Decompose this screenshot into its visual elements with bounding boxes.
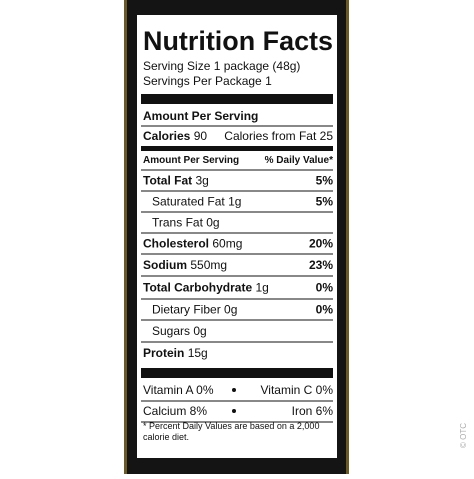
nutrient-name: Sugars bbox=[152, 324, 190, 338]
vitamin-right: Vitamin C 0% bbox=[261, 383, 334, 397]
daily-value: 0% bbox=[316, 281, 334, 295]
nutrient-amount: 60mg bbox=[212, 237, 242, 251]
nutrient-name: Cholesterol bbox=[143, 237, 209, 251]
nutrient-rows: Total Fat 3g 5% Saturated Fat 1g 5% Trans Fa… bbox=[141, 174, 334, 360]
nutrient-row: Dietary Fiber 0g bbox=[152, 303, 237, 317]
vitamin-rows: Vitamin A 0% Vitamin C 0% Calcium 8% Iron 6… bbox=[141, 383, 334, 423]
vitamin-left: Vitamin A 0% bbox=[143, 383, 214, 397]
nutrient-row: Sodium 550mg bbox=[143, 258, 227, 272]
nutrient-amount: 15g bbox=[188, 346, 208, 360]
daily-value: 5% bbox=[316, 174, 334, 188]
nutrient-amount: 1g bbox=[228, 195, 241, 209]
nutrient-row: Cholesterol 60mg bbox=[143, 237, 242, 251]
nutrient-row: Sugars 0g bbox=[152, 324, 207, 338]
nutrient-amount: 0g bbox=[206, 216, 219, 230]
nutrient-amount: 0g bbox=[224, 303, 237, 317]
subheader-right: % Daily Value* bbox=[265, 155, 333, 166]
thick-rule bbox=[141, 94, 333, 104]
thick-rule bbox=[141, 368, 333, 378]
medium-rule bbox=[141, 146, 333, 151]
calories-from-fat: Calories from Fat 25 bbox=[224, 129, 333, 143]
amount-per-serving: Amount Per Serving bbox=[143, 109, 258, 123]
daily-value: 0% bbox=[316, 303, 334, 317]
calories-amount: 90 bbox=[194, 129, 208, 143]
servings-per: Servings Per Package 1 bbox=[143, 74, 272, 88]
calories: Calories 90 bbox=[143, 129, 207, 143]
nutrient-name: Sodium bbox=[143, 258, 187, 272]
vitamin-right: Iron 6% bbox=[292, 404, 334, 418]
nutrient-row: Total Carbohydrate 1g bbox=[143, 281, 269, 295]
nutrient-row: Saturated Fat 1g bbox=[152, 195, 241, 209]
watermark: © OTC bbox=[459, 423, 468, 448]
nutrient-row: Trans Fat 0g bbox=[152, 216, 220, 230]
footnote-line: * Percent Daily Values are based on a 2,… bbox=[143, 421, 319, 431]
nutrient-amount: 3g bbox=[195, 174, 208, 188]
nutrient-row: Total Fat 3g bbox=[143, 174, 209, 188]
nutrient-amount: 0g bbox=[193, 324, 206, 338]
nutrient-amount: 1g bbox=[255, 281, 268, 295]
nutrient-amount: 550mg bbox=[190, 258, 227, 272]
daily-value: 5% bbox=[316, 195, 334, 209]
vitamin-left: Calcium 8% bbox=[143, 404, 207, 418]
title: Nutrition Facts bbox=[143, 26, 333, 56]
subheader-left: Amount Per Serving bbox=[143, 155, 239, 166]
nutrient-name: Dietary Fiber bbox=[152, 303, 221, 317]
nutrient-name: Protein bbox=[143, 346, 184, 360]
nutrient-name: Total Carbohydrate bbox=[143, 281, 252, 295]
calories-name: Calories bbox=[143, 129, 191, 143]
bullet bbox=[232, 388, 236, 392]
nutrient-name: Total Fat bbox=[143, 174, 192, 188]
serving-size: Serving Size 1 package (48g) bbox=[143, 59, 300, 73]
bullet bbox=[232, 409, 236, 413]
footnote-line: calorie diet. bbox=[143, 432, 189, 442]
nutrient-name: Saturated Fat bbox=[152, 195, 225, 209]
daily-value: 20% bbox=[309, 237, 333, 251]
nutrient-name: Trans Fat bbox=[152, 216, 204, 230]
nutrient-row: Protein 15g bbox=[143, 346, 208, 360]
daily-value: 23% bbox=[309, 258, 333, 272]
label-panel bbox=[137, 15, 337, 458]
